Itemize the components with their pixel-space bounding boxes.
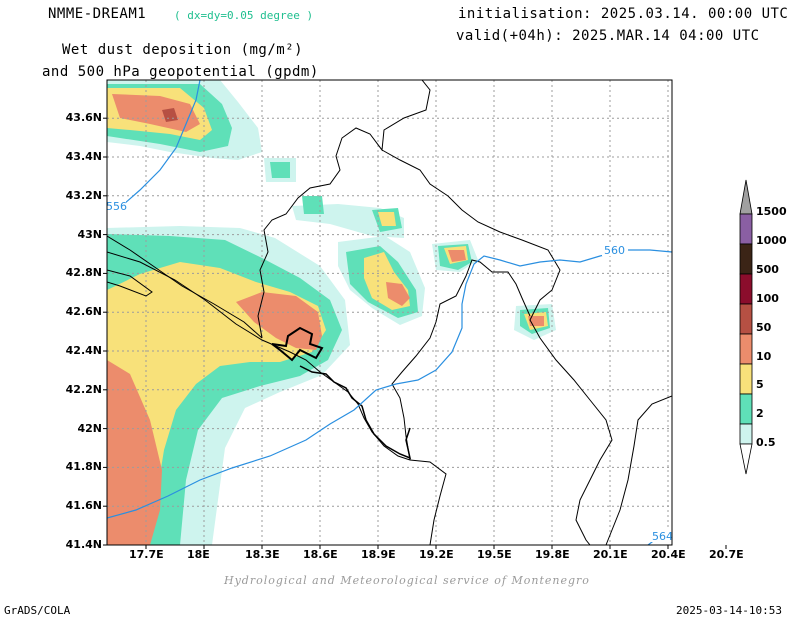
valid-time: valid(+04h): 2025.MAR.14 04:00 UTC [456, 28, 760, 44]
longitude-label: 20.7E [709, 548, 744, 561]
latitude-label: 43.2N [65, 188, 102, 202]
latitude-label: 43.6N [65, 111, 102, 125]
map-title-line1: Wet dust deposition (mg/m²) [62, 42, 304, 58]
footer-timestamp: 2025-03-14-10:53 [676, 604, 782, 617]
coastlines-borders [107, 80, 672, 545]
lake-shore [271, 326, 324, 362]
legend-box-100 [739, 273, 753, 305]
deposition-area-10 [112, 94, 200, 132]
latitude-label: 42.4N [65, 344, 102, 357]
legend-arrow-bottom [739, 443, 753, 475]
map-grid [107, 80, 672, 545]
country-border [435, 259, 531, 323]
longitude-label: 18.3E [245, 548, 280, 561]
legend-label-5: 5 [756, 378, 764, 391]
legend-label-100: 100 [756, 292, 779, 305]
axis-ticks [103, 117, 727, 549]
latitude-label: 41.4N [65, 538, 102, 551]
legend-box-10 [739, 333, 753, 365]
legend-box-0-5 [739, 423, 753, 445]
contour-label-560: 560 [604, 244, 625, 257]
country-border [605, 395, 672, 545]
country-border [381, 149, 613, 545]
latitude-label: 41.6N [65, 499, 102, 513]
latitude-label: 43N [77, 227, 102, 241]
latitude-label: 42.8N [65, 266, 102, 280]
deposition-area-10 [236, 292, 322, 350]
deposition-area-10 [386, 282, 410, 306]
longitude-label: 18.6E [303, 548, 338, 561]
map-title-line2: and 500 hPa geopotential (gpdm) [42, 64, 319, 80]
footer-software: GrADS/COLA [4, 604, 71, 617]
longitude-label: 19.2E [419, 548, 454, 561]
deposition-area-10 [107, 360, 162, 545]
country-border [257, 80, 431, 339]
longitude-label: 19.8E [535, 548, 570, 561]
longitude-label: 17.7E [129, 548, 164, 561]
contour-label-556: 556 [106, 200, 127, 213]
longitude-label: 18E [187, 548, 210, 561]
legend-box-500 [739, 243, 753, 275]
country-border [107, 235, 263, 339]
latitude-label: 42.6N [65, 305, 102, 319]
legend-box-2 [739, 393, 753, 425]
coastline-detail [299, 365, 412, 460]
country-border [391, 321, 437, 461]
latitude-label: 41.8N [65, 460, 102, 474]
latitude-label: 43.4N [65, 150, 102, 163]
longitude-label: 18.9E [361, 548, 396, 561]
coastline [107, 269, 153, 297]
legend-box-5 [739, 363, 753, 395]
legend-box-1000 [739, 213, 753, 245]
longitude-label: 20.1E [593, 548, 628, 561]
contour-560 [107, 249, 672, 519]
legend-label-0-5: 0.5 [756, 436, 776, 449]
legend-box-50 [739, 303, 753, 335]
resolution-note: ( dx=dy=0.05 degree ) [174, 9, 314, 22]
latitude-label: 42N [77, 421, 102, 435]
credit-text: Hydrological and Meteorological service … [224, 574, 590, 587]
model-name: NMME-DREAM1 [48, 6, 147, 22]
contour-556 [107, 80, 201, 211]
deposition-area-2 [302, 196, 324, 214]
init-time: initialisation: 2025.03.14. 00:00 UTC [458, 6, 789, 22]
legend-colorbar [739, 179, 753, 475]
legend-label-10: 10 [756, 350, 772, 363]
legend-label-1500: 1500 [756, 205, 787, 218]
deposition-area-2 [270, 162, 290, 178]
legend-arrow-top [739, 179, 753, 215]
contour-label-564: 564 [652, 530, 673, 543]
legend-label-500: 500 [756, 263, 779, 276]
legend-label-50: 50 [756, 321, 772, 334]
longitude-label: 19.5E [477, 548, 512, 561]
deposition-area-10 [448, 250, 466, 262]
longitude-label: 20.4E [651, 548, 686, 561]
legend-label-2: 2 [756, 407, 764, 420]
deposition-area-5 [378, 212, 396, 226]
legend-label-1000: 1000 [756, 234, 787, 247]
latitude-label: 42.2N [65, 382, 102, 396]
country-border [409, 459, 447, 545]
